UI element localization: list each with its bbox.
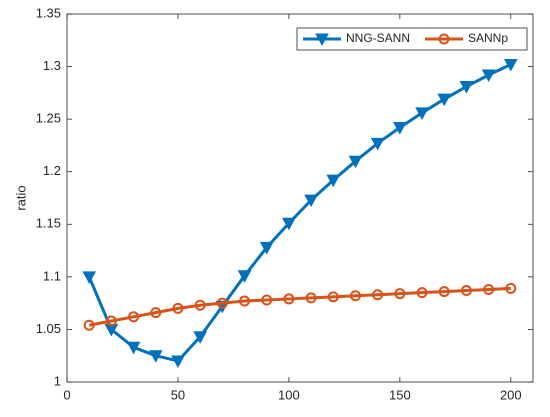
data-point	[282, 217, 296, 231]
x-tick-label: 0	[63, 387, 70, 402]
data-point	[194, 299, 206, 311]
data-point	[239, 295, 251, 307]
legend-label: SANNp	[468, 31, 508, 45]
data-point	[83, 319, 95, 331]
y-tick-label: 1.3	[43, 58, 61, 73]
data-point	[327, 291, 339, 303]
data-point	[437, 93, 452, 107]
data-point	[349, 290, 361, 302]
data-point	[172, 302, 184, 314]
data-point	[393, 122, 407, 135]
y-tick-label: 1.1	[43, 268, 61, 283]
y-tick-label: 1.15	[36, 216, 61, 231]
data-point	[305, 292, 317, 304]
data-point	[438, 286, 450, 298]
data-point	[261, 294, 273, 306]
data-point	[304, 194, 318, 208]
data-point	[259, 241, 274, 255]
data-point	[372, 289, 384, 301]
data-point	[503, 58, 518, 72]
data-point	[459, 81, 474, 94]
data-point	[283, 293, 295, 305]
legend-box	[296, 27, 528, 51]
x-tick-label: 100	[278, 387, 300, 402]
data-point	[104, 323, 119, 337]
data-point	[370, 137, 385, 151]
data-point	[326, 174, 341, 188]
x-tick-label: 200	[500, 387, 522, 402]
y-tick-label: 1.05	[36, 321, 61, 336]
data-point	[348, 155, 363, 169]
data-point	[150, 307, 162, 319]
legend-marker	[438, 33, 450, 45]
series-line	[87, 63, 512, 363]
data-point	[416, 287, 428, 299]
data-point	[193, 331, 207, 344]
y-tick-label: 1	[54, 373, 61, 388]
x-tick-label: 150	[389, 387, 411, 402]
data-point	[394, 288, 406, 300]
y-axis-label: ratio	[13, 185, 28, 210]
data-point	[128, 311, 140, 323]
y-tick-label: 1.2	[43, 163, 61, 178]
data-point	[216, 297, 228, 309]
legend-marker	[315, 33, 329, 47]
data-point	[483, 283, 495, 295]
x-tick-label: 50	[171, 387, 185, 402]
data-point	[237, 270, 252, 283]
data-point	[82, 271, 97, 284]
data-point	[415, 107, 429, 120]
data-point	[148, 350, 163, 363]
y-tick-label: 1.35	[36, 5, 61, 20]
data-point	[505, 282, 517, 294]
legend-label: NNG-SANN	[346, 31, 410, 45]
y-tick-label: 1.25	[36, 111, 61, 126]
data-point	[481, 69, 496, 83]
data-point	[171, 355, 185, 369]
plot-area	[66, 13, 534, 383]
data-point	[460, 285, 472, 297]
data-point	[105, 315, 117, 327]
data-point	[126, 341, 141, 355]
